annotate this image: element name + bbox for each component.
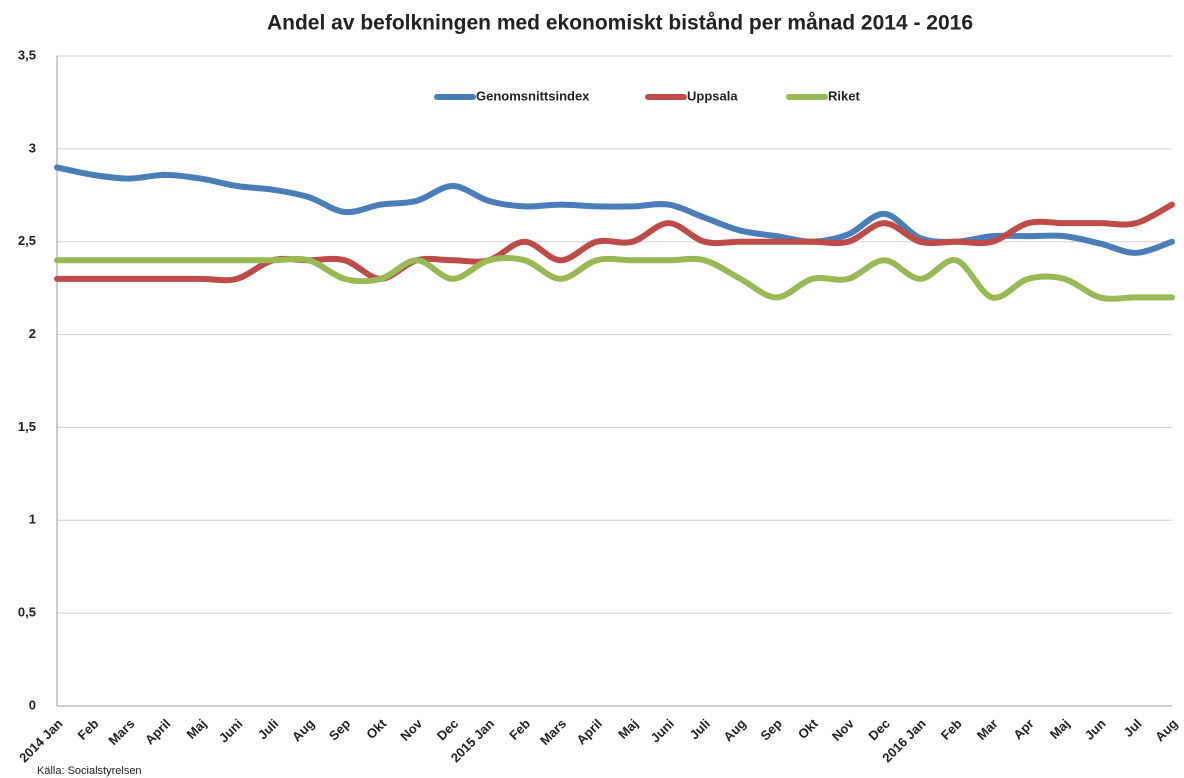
x-tick-label: Maj: [615, 716, 641, 742]
x-tick-label: Dec: [865, 716, 892, 743]
x-tick-label: Aug: [1152, 716, 1181, 745]
x-tick-label: Okt: [795, 715, 821, 741]
x-tick-label: Mars: [105, 716, 137, 748]
y-tick-label: 3,5: [18, 47, 36, 62]
x-tick-label: Juni: [647, 716, 677, 746]
line-series: [54, 201, 1175, 284]
y-tick-label: 0: [29, 697, 36, 712]
x-tick-label: Feb: [938, 716, 965, 743]
legend-label: Uppsala: [687, 88, 738, 103]
x-tick-label: Maj: [183, 716, 209, 742]
x-tick-label: Juli: [255, 716, 281, 742]
x-tick-label: Okt: [363, 715, 389, 741]
x-tick-label: Aug: [289, 716, 318, 745]
x-tick-label: Jul: [1121, 716, 1145, 740]
x-tick-label: April: [574, 716, 606, 748]
line-series: [54, 254, 1175, 302]
x-tick-label: Jun: [1082, 716, 1109, 743]
y-tick-label: 1,5: [18, 419, 36, 434]
x-tick-label: Apr: [1010, 716, 1036, 742]
y-tick-label: 3: [29, 140, 36, 155]
x-tick-label: Feb: [506, 716, 533, 743]
x-tick-label: Nov: [397, 715, 426, 744]
x-tick-label: April: [142, 716, 174, 748]
x-tick-label: Nov: [829, 715, 858, 744]
x-tick-label: Mars: [537, 716, 569, 748]
x-tick-label: Juni: [216, 716, 246, 746]
x-tick-label: Feb: [75, 716, 102, 743]
x-tick-label: Aug: [720, 716, 749, 745]
x-tick-label: 2014 Jan: [16, 716, 65, 765]
x-tick-label: Mar: [974, 716, 1001, 743]
x-tick-label: Sep: [326, 716, 354, 744]
legend-label: Genomsnittsindex: [476, 88, 590, 103]
y-tick-label: 2: [29, 326, 36, 341]
x-tick-label: Juli: [687, 716, 713, 742]
x-tick-label: Sep: [757, 716, 785, 744]
x-tick-label: Maj: [1047, 716, 1073, 742]
source-note: Källa: Socialstyrelsen: [37, 765, 142, 777]
y-tick-label: 0,5: [18, 605, 36, 620]
line-series: [54, 164, 1175, 256]
x-tick-label: Dec: [434, 716, 461, 743]
y-tick-label: 2,5: [18, 233, 36, 248]
legend-label: Riket: [828, 88, 860, 103]
chart-title: Andel av befolkningen med ekonomiskt bis…: [267, 12, 973, 35]
y-tick-label: 1: [29, 512, 36, 527]
